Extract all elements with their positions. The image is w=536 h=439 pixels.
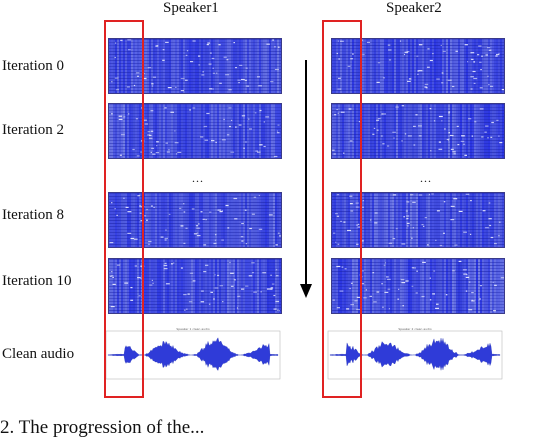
highlight-box-speaker2 bbox=[322, 20, 362, 398]
spectrogram-s1-iter0 bbox=[108, 38, 282, 94]
figure-caption: 2. The progression of the... bbox=[0, 417, 205, 438]
waveform-speaker1: Speaker 1 clean audio bbox=[105, 327, 281, 380]
row-label-iteration-8: Iteration 8 bbox=[2, 207, 65, 223]
waveform-title-speaker1: Speaker 1 clean audio bbox=[176, 327, 210, 331]
row-label-iteration-10: Iteration 10 bbox=[2, 273, 72, 289]
spectrogram-s1-iter2 bbox=[108, 103, 282, 159]
column-title-speaker1: Speaker1 bbox=[163, 0, 219, 16]
column-title-speaker2: Speaker2 bbox=[386, 0, 442, 16]
waveform-speaker2: Speaker 2 clean audio bbox=[327, 327, 503, 380]
spectrogram-s1-iter8 bbox=[108, 192, 282, 248]
ellipsis-speaker2: ... bbox=[420, 171, 432, 185]
waveform-title-speaker2: Speaker 2 clean audio bbox=[398, 327, 432, 331]
spectrogram-s1-iter10 bbox=[108, 258, 282, 314]
row-label-iteration-0: Iteration 0 bbox=[2, 58, 65, 74]
ellipsis-speaker1: ... bbox=[192, 171, 204, 185]
down-arrow-icon bbox=[300, 60, 312, 298]
row-label-clean-audio: Clean audio bbox=[2, 346, 75, 362]
highlight-box-speaker1 bbox=[104, 20, 144, 398]
row-label-iteration-2: Iteration 2 bbox=[2, 122, 65, 138]
